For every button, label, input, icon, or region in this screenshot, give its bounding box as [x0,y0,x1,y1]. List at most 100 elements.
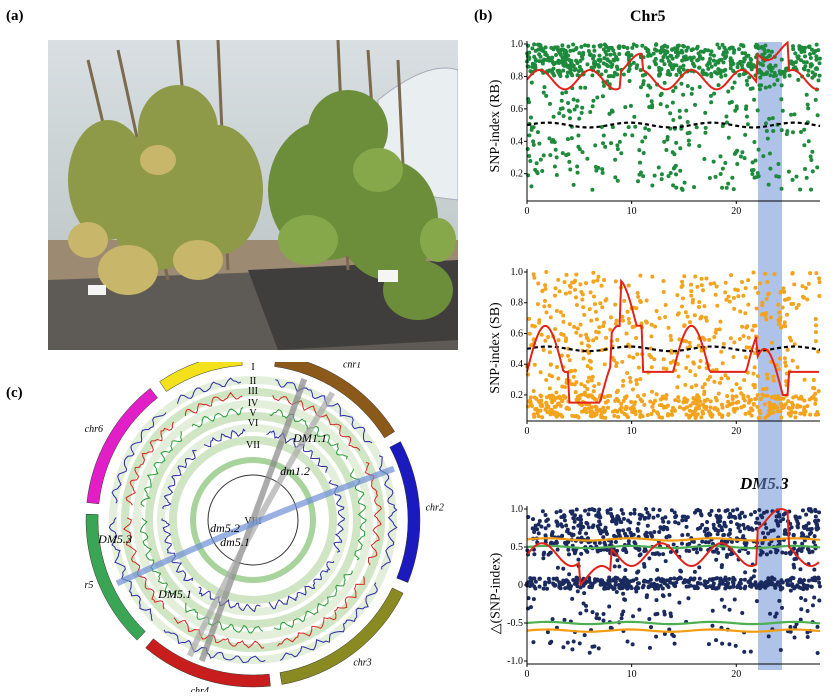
inner-track-ring [190,457,316,583]
data-point [615,66,620,71]
data-point [543,512,548,517]
data-point [597,507,602,512]
data-point [764,296,769,301]
data-point [592,396,597,401]
data-point [618,586,623,591]
data-point [665,44,670,49]
rb-snp-plot: 0.20.40.60.81.00 10 20 [511,40,822,217]
data-point [542,85,547,90]
data-point [815,165,820,170]
data-point [755,404,760,409]
data-point [766,48,771,53]
data-point [678,65,683,70]
data-point [636,365,641,370]
data-point [545,410,550,415]
data-point [805,630,810,635]
data-point [662,62,667,67]
data-point [634,381,639,386]
data-point [772,272,777,277]
data-point [666,413,671,418]
data-point [747,345,752,350]
data-point [756,290,761,295]
data-point [746,335,751,340]
data-point [649,365,654,370]
data-point [537,519,542,524]
data-point [634,378,639,383]
data-point [695,526,700,531]
data-point [585,379,590,384]
data-point [527,153,532,158]
data-point [546,334,551,339]
data-point [547,303,552,308]
data-point [575,584,580,589]
y-tick-label: 1.0 [511,40,524,50]
data-point [602,395,607,400]
data-point [527,56,532,61]
data-point [583,85,588,90]
data-point [681,92,686,97]
data-point [675,312,680,317]
data-point [650,105,655,110]
data-point [699,513,704,518]
data-point [540,169,545,174]
data-point [594,615,599,620]
data-point [709,577,714,582]
ylabel-rb: SNP-index (RB) [488,79,503,173]
data-point [752,568,757,573]
data-point [627,78,632,83]
data-point [599,124,604,129]
data-point [529,184,534,189]
data-point [672,46,677,51]
data-point [643,579,648,584]
data-point [650,404,655,409]
data-point [628,62,633,67]
data-point [579,44,584,49]
data-point [635,526,640,531]
data-point [791,47,796,52]
data-point [699,348,704,353]
data-point [722,522,727,527]
data-point [653,586,658,591]
data-point [549,533,554,538]
data-point [577,530,582,535]
data-point [739,43,744,48]
data-point [696,405,701,410]
data-point [626,539,631,544]
data-point [712,335,717,340]
data-point [639,321,644,326]
data-point [652,59,657,64]
data-point [615,143,620,148]
data-point [723,280,728,285]
data-point [696,57,701,62]
data-point [765,372,770,377]
data-point [538,408,543,413]
data-point [650,183,655,188]
data-point [723,290,728,295]
data-point [531,272,536,277]
data-point [689,289,694,294]
y-tick-label: 1.0 [511,505,524,515]
data-point [654,392,659,397]
data-point [790,271,795,276]
qtl-label: DM5.3 [97,532,132,546]
data-point [810,70,815,75]
data-point [786,399,791,404]
data-point [766,64,771,69]
data-point [621,399,626,404]
data-point [696,396,701,401]
data-point [690,47,695,52]
data-point [753,582,758,587]
data-point [567,159,572,164]
data-point [661,279,666,284]
data-point [543,52,548,57]
data-point [591,523,596,528]
data-point [813,397,818,402]
data-point [814,57,819,62]
data-point [754,306,759,311]
data-point [634,585,639,590]
data-point [554,510,559,515]
data-point [671,183,676,188]
data-point [619,151,624,156]
data-point [536,399,541,404]
data-point [670,100,675,105]
